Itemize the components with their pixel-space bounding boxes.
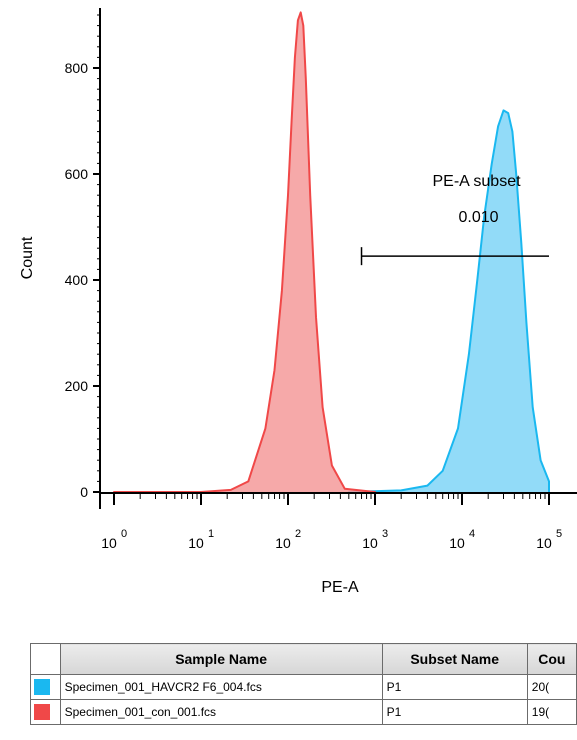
gate-value: 0.010 <box>459 209 499 226</box>
sample-table: Sample Name Subset Name Cou Specimen_001… <box>30 643 577 725</box>
subset-name-header[interactable]: Subset Name <box>381 643 528 675</box>
count-header[interactable]: Cou <box>526 643 577 675</box>
histogram-chart: 0 200 400 600 800 10 0 10 1 10 2 10 3 10 4 10 5 PE-A sub… <box>19 8 577 596</box>
axes-layer: 0 200 400 600 800 10 0 10 1 10 2 10 3 10 4 10 5 <box>65 8 577 551</box>
gate-label: PE-A subset <box>433 173 522 190</box>
sample-name-cell: Specimen_001_HAVCR2 F6_004.fcs <box>59 674 383 700</box>
sample-name-header[interactable]: Sample Name <box>59 643 383 675</box>
y-tick-label: 0 <box>80 484 88 500</box>
count-cell: 20( <box>526 674 577 700</box>
x-tick-exponent: 3 <box>382 528 388 540</box>
series-area-1 <box>347 109 550 494</box>
gate-layer: PE-A subset 0.010 <box>360 173 549 266</box>
x-tick-label: 10 <box>536 535 552 551</box>
swatch-header <box>30 643 61 675</box>
y-axis-label: Count <box>19 236 36 279</box>
x-tick-exponent: 5 <box>556 528 562 540</box>
subset-name-cell: P1 <box>381 699 528 725</box>
table-header-row: Sample Name Subset Name Cou <box>30 643 577 675</box>
swatch-cell <box>30 699 61 725</box>
x-axis-label: PE-A <box>321 579 359 596</box>
x-tick-label: 10 <box>275 535 291 551</box>
x-tick-exponent: 2 <box>295 528 301 540</box>
series-area-0 <box>113 11 376 494</box>
color-swatch <box>34 704 50 720</box>
x-tick-label: 10 <box>362 535 378 551</box>
y-tick-label: 400 <box>65 272 89 288</box>
count-cell: 19( <box>526 699 577 725</box>
sample-name-cell: Specimen_001_con_001.fcs <box>59 699 383 725</box>
y-tick-label: 200 <box>65 378 89 394</box>
x-tick-label: 10 <box>101 535 117 551</box>
x-tick-exponent: 4 <box>469 528 475 540</box>
x-tick-exponent: 0 <box>121 528 127 540</box>
table-row[interactable]: Specimen_001_con_001.fcs P1 19( <box>30 699 577 725</box>
y-tick-label: 800 <box>65 60 89 76</box>
color-swatch <box>34 679 50 695</box>
x-tick-exponent: 1 <box>208 528 214 540</box>
y-tick-label: 600 <box>65 166 89 182</box>
series-layer <box>113 11 550 494</box>
swatch-cell <box>30 674 61 700</box>
subset-name-cell: P1 <box>381 674 528 700</box>
x-tick-label: 10 <box>449 535 465 551</box>
table-row[interactable]: Specimen_001_HAVCR2 F6_004.fcs P1 20( <box>30 674 577 700</box>
x-tick-label: 10 <box>188 535 204 551</box>
